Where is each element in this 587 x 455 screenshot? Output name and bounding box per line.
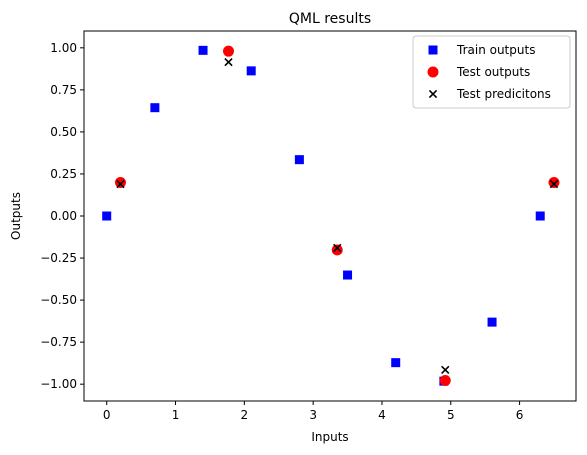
test-prediction-point <box>441 365 450 375</box>
y-tick-label: 0.00 <box>50 209 77 223</box>
train-output-point <box>246 66 256 76</box>
train-output-point <box>343 270 353 280</box>
chart-title: QML results <box>289 11 371 27</box>
test-output-point <box>439 374 451 386</box>
train-output-point <box>198 45 208 55</box>
plot-marks <box>102 45 560 386</box>
axis-ticks: 0 1 2 3 4 5 6 −1.00 −0.75 −0.50 −0.25 0.00 0.25 0.50 0… <box>40 41 523 422</box>
y-tick-label: 0.50 <box>50 125 77 139</box>
legend-test-predictions-marker <box>428 89 438 99</box>
train-output-point <box>391 358 401 368</box>
x-tick-label: 6 <box>516 408 524 422</box>
legend-test-outputs-marker <box>427 66 439 78</box>
x-tick-label: 5 <box>447 408 455 422</box>
train-output-point <box>294 155 304 165</box>
y-tick-label: 0.25 <box>50 167 77 181</box>
legend: Train outputs Test outputs Test prediciton… <box>412 35 571 109</box>
y-tick-label: 1.00 <box>50 41 77 55</box>
test-output-point <box>223 45 235 57</box>
train-output-point <box>535 211 545 221</box>
train-output-point <box>150 103 160 113</box>
x-tick-label: 4 <box>378 408 386 422</box>
test-output-point <box>114 177 126 189</box>
plot-frame <box>83 30 577 402</box>
y-tick-label: −0.50 <box>40 293 77 307</box>
legend-train-outputs-marker <box>428 45 438 55</box>
x-tick-label: 0 <box>103 408 111 422</box>
y-tick-label: −0.25 <box>40 251 77 265</box>
test-prediction-point <box>116 179 125 189</box>
test-prediction-point <box>224 57 233 67</box>
test-prediction-point <box>549 179 559 189</box>
y-tick-label: −0.75 <box>40 335 77 349</box>
legend-test-predictions-label: Test predicitons <box>456 87 551 101</box>
test-output-point <box>548 177 560 189</box>
train-output-point <box>102 211 112 221</box>
x-axis-label: Inputs <box>311 430 348 444</box>
test-prediction-point <box>333 243 342 253</box>
y-tick-label: 0.75 <box>50 83 77 97</box>
y-tick-label: −1.00 <box>40 377 77 391</box>
legend-train-outputs-label: Train outputs <box>456 43 535 57</box>
legend-test-outputs-label: Test outputs <box>456 65 530 79</box>
test-output-point <box>331 244 343 256</box>
legend-box <box>412 35 571 109</box>
x-tick-label: 3 <box>309 408 317 422</box>
train-output-point <box>487 317 497 327</box>
x-tick-label: 2 <box>241 408 249 422</box>
x-tick-label: 1 <box>172 408 180 422</box>
y-axis-label: Outputs <box>9 192 23 240</box>
